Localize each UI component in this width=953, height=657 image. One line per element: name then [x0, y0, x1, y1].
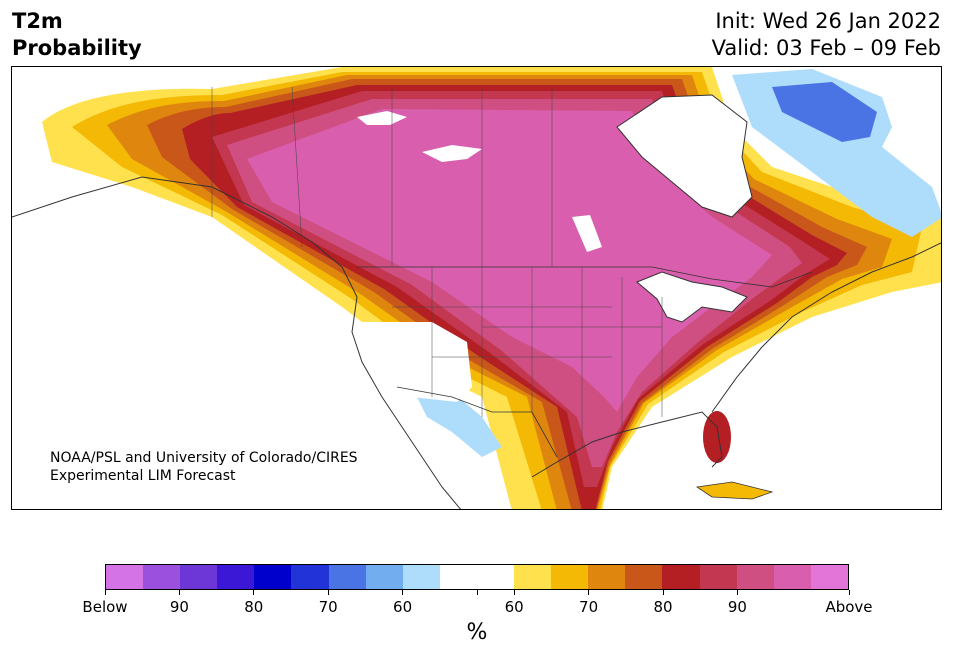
- colorbar-tick: [327, 590, 329, 595]
- colorbar-segment: [476, 565, 515, 589]
- colorbar-tick: [588, 590, 590, 595]
- colorbar-tick: [736, 590, 738, 595]
- colorbar-segment: [625, 565, 663, 589]
- map-canvas: [12, 67, 941, 509]
- credit-line-2: Experimental LIM Forecast: [50, 468, 236, 484]
- colorbar-tick: [253, 590, 255, 595]
- below-band-baja: [417, 392, 502, 457]
- variable-title: T2m: [12, 9, 63, 33]
- colorbar-segment: [514, 565, 552, 589]
- cuba: [695, 481, 774, 500]
- forecast-map: [11, 66, 942, 510]
- great-slave-lake: [422, 145, 482, 162]
- credit-line-1: NOAA/PSL and University of Colorado/CIRE…: [50, 450, 358, 466]
- colorbar-segment: [291, 565, 329, 589]
- colorbar-tick-center: [476, 590, 478, 595]
- band-95: [247, 109, 772, 412]
- colorbar-tick-label: 80: [244, 598, 264, 616]
- colorbar-segment: [588, 565, 626, 589]
- colorbar-segment: [143, 565, 181, 589]
- great-bear-lake: [357, 111, 407, 125]
- init-date: Init: Wed 26 Jan 2022: [715, 9, 941, 33]
- colorbar-tick-label: Above: [825, 598, 873, 616]
- colorbar-segment: [365, 565, 403, 589]
- colorbar-segment: [810, 565, 848, 589]
- colorbar-segment: [662, 565, 700, 589]
- lake-winnipeg: [572, 215, 602, 252]
- valid-range: Valid: 03 Feb – 09 Feb: [711, 36, 941, 60]
- colorbar-segment: [551, 565, 589, 589]
- colorbar-segment: [699, 565, 737, 589]
- colorbar-segment: [106, 565, 144, 589]
- colorbar-tick-label: 90: [169, 598, 189, 616]
- colorbar-tick: [178, 590, 180, 595]
- colorbar-segment: [439, 565, 477, 589]
- colorbar-segment: [180, 565, 218, 589]
- colorbar-tick-label: Below: [82, 598, 128, 616]
- credit-text: NOAA/PSL and University of Colorado/CIRE…: [50, 449, 358, 485]
- colorbar-segment: [217, 565, 255, 589]
- coastline-gulf: [531, 411, 723, 478]
- colorbar-tick-label: 60: [393, 598, 413, 616]
- colorbar-tick-label: 60: [504, 598, 524, 616]
- colorbar-segment: [402, 565, 440, 589]
- colorbar-segment: [773, 565, 811, 589]
- colorbar-unit: %: [466, 620, 488, 645]
- colorbar-tick: [513, 590, 515, 595]
- colorbar-tick: [104, 590, 106, 595]
- colorbar-segment: [736, 565, 774, 589]
- variable-subtitle: Probability: [12, 36, 142, 60]
- hudson-bay: [616, 94, 753, 218]
- border-us-canada: [357, 266, 813, 288]
- below-band-labrador-core: [772, 82, 877, 142]
- colorbar-tick-label: 90: [727, 598, 747, 616]
- border-us-mexico: [396, 386, 558, 458]
- colorbar-tick-label: 70: [318, 598, 338, 616]
- state-lines: [211, 86, 663, 447]
- colorbar-tick: [662, 590, 664, 595]
- colorbar-tick-label: 70: [579, 598, 599, 616]
- date-block: Init: Wed 26 Jan 2022 Valid: 03 Feb – 09…: [712, 8, 941, 62]
- florida-hotspot: [703, 411, 731, 463]
- colorbar-tick: [402, 590, 404, 595]
- colorbar-segment: [328, 565, 366, 589]
- colorbar-segment: [254, 565, 292, 589]
- colorbar-tick: [848, 590, 850, 595]
- near-normal-west: [352, 322, 472, 402]
- coastline-west: [12, 176, 461, 509]
- coastline-east: [711, 242, 941, 413]
- colorbar: [105, 564, 849, 590]
- colorbar-tick-label: 80: [653, 598, 673, 616]
- great-lakes: [636, 271, 748, 323]
- title-block: T2m Probability: [12, 8, 142, 62]
